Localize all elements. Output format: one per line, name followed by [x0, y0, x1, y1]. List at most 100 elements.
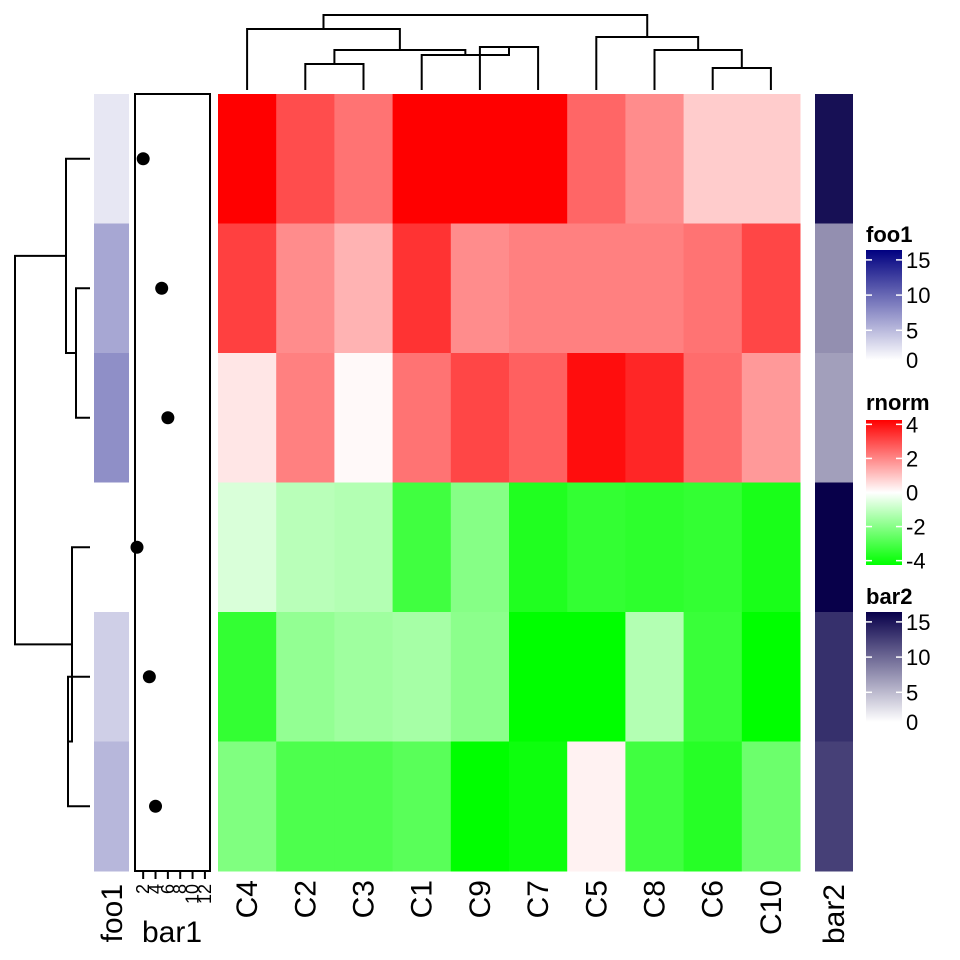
- bar1-annotation-label: bar1: [142, 916, 202, 949]
- legend-gradient: [866, 250, 902, 360]
- foo1-annotation: [94, 94, 129, 872]
- heatmap-cell: [450, 223, 510, 354]
- bar2-cell: [815, 94, 853, 224]
- heatmap-cell: [625, 223, 685, 354]
- heatmap-cell: [567, 482, 626, 613]
- row-dendro-branch: [75, 287, 90, 419]
- legend-tick-label: 10: [906, 283, 930, 308]
- heatmap-cell: [276, 482, 335, 613]
- heatmap-cell: [276, 741, 335, 872]
- foo1-cell: [94, 482, 129, 613]
- row-dendrogram: [14, 157, 90, 808]
- bar1-tick-label: 2: [133, 884, 153, 894]
- legend-rnorm: rnorm 4 2 0 -2 -4: [866, 390, 930, 574]
- foo1-cell: [94, 612, 129, 742]
- legend-tick-label: 0: [906, 348, 918, 373]
- legend-tick-label: 15: [906, 610, 930, 635]
- heatmap-cell: [741, 223, 801, 354]
- heatmap-cell: [741, 482, 801, 613]
- heatmap-cell: [276, 353, 335, 483]
- heatmap-cell: [741, 612, 801, 742]
- heatmap-cell: [567, 353, 626, 483]
- heatmap-cell: [509, 223, 568, 354]
- legend-tick-label: -4: [906, 549, 926, 574]
- heatmap-cell: [334, 612, 394, 742]
- heatmap-cell: [509, 612, 568, 742]
- heatmap-cell: [218, 223, 277, 354]
- foo1-cell: [94, 353, 129, 483]
- heatmap-cell: [625, 741, 685, 872]
- heatmap-cell: [625, 482, 685, 613]
- bar2-cell: [815, 353, 853, 483]
- heatmap-cell: [218, 741, 277, 872]
- heatmap-cell: [683, 612, 743, 742]
- heatmap-cell: [683, 353, 743, 483]
- heatmap-cell: [334, 223, 394, 354]
- heatmap-cell: [683, 223, 743, 354]
- heatmap-cell: [334, 741, 394, 872]
- bar1-tick-label: 8: [170, 884, 190, 894]
- col-dendro-branch: [595, 36, 700, 90]
- heatmap-cell: [392, 482, 452, 613]
- bar1-point: [149, 799, 163, 813]
- column-label: C1: [406, 880, 439, 918]
- bar1-point: [136, 152, 150, 166]
- legend-tick-label: 0: [906, 710, 918, 735]
- foo1-cell: [94, 741, 129, 872]
- heatmap-cell: [334, 94, 394, 224]
- legend-tick-label: 15: [906, 248, 930, 273]
- bar1-tick-label: 6: [158, 884, 178, 894]
- heatmap-body: [218, 94, 801, 872]
- column-label: C10: [755, 880, 788, 935]
- bar1-point: [161, 411, 175, 425]
- heatmap-cell: [625, 612, 685, 742]
- heatmap-cell: [392, 223, 452, 354]
- heatmap-cell: [683, 482, 743, 613]
- legend-tick-label: 10: [906, 645, 930, 670]
- heatmap-cell: [683, 741, 743, 872]
- foo1-cell: [94, 94, 129, 224]
- heatmap-cell: [567, 741, 626, 872]
- column-dendrogram: [246, 14, 772, 90]
- bar2-annotation-label: bar2: [818, 884, 851, 944]
- heatmap-cell: [276, 94, 335, 224]
- legend-gradient: [866, 612, 902, 722]
- bar2-cell: [815, 223, 853, 354]
- bar1-tick-label: 12: [195, 884, 215, 904]
- heatmap-cell: [625, 353, 685, 483]
- legend-tick-label: -2: [906, 515, 926, 540]
- column-label: C6: [697, 880, 730, 918]
- col-dendro-branch: [653, 49, 743, 90]
- bar1-point: [142, 670, 156, 684]
- foo1-cell: [94, 223, 129, 354]
- heatmap-cell: [392, 612, 452, 742]
- column-labels: C4 C2 C3 C1 C9 C7 C5 C8 C6 C10: [231, 880, 788, 935]
- heatmap-cell: [509, 741, 568, 872]
- bar1-point: [130, 540, 144, 554]
- legend-foo1-title: foo1: [866, 222, 912, 247]
- legends: foo1 15 10 5 0 rnorm 4 2 0 -2 -4 bar2 15 10 5 0: [866, 222, 930, 735]
- bar2-cell: [815, 741, 853, 872]
- heatmap-cell: [334, 482, 394, 613]
- heatmap-cell: [392, 353, 452, 483]
- col-dendro-branch: [304, 63, 365, 90]
- heatmap-cell: [509, 482, 568, 613]
- legend-tick-label: 2: [906, 446, 918, 471]
- foo1-annotation-label: foo1: [96, 884, 129, 942]
- bar2-cell: [815, 482, 853, 613]
- heatmap-cell: [218, 94, 277, 224]
- heatmap-cell: [276, 612, 335, 742]
- legend-bar2: bar2 15 10 5 0: [866, 584, 930, 735]
- bar1-frame: [134, 93, 211, 872]
- bar2-annotation: [815, 94, 853, 872]
- heatmap-cell: [450, 741, 510, 872]
- legend-tick-label: 5: [906, 680, 918, 705]
- heatmap-cell: [450, 353, 510, 483]
- heatmap-cell: [741, 94, 801, 224]
- heatmap-cell: [392, 741, 452, 872]
- heatmap-cell: [509, 94, 568, 224]
- legend-bar2-title: bar2: [866, 584, 912, 609]
- heatmap-cell: [567, 612, 626, 742]
- heatmap-cell: [683, 94, 743, 224]
